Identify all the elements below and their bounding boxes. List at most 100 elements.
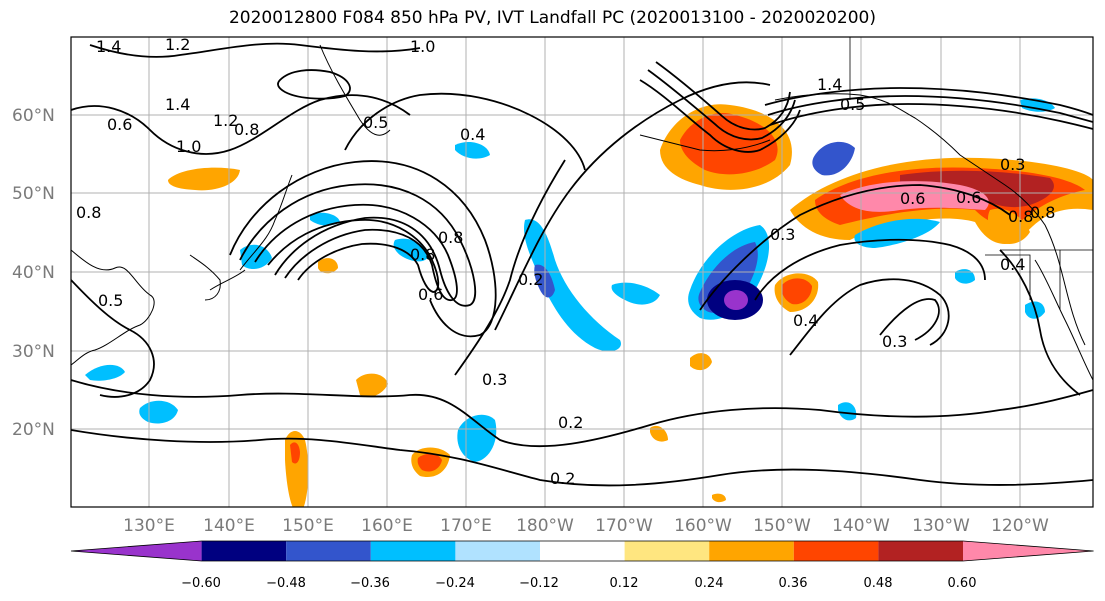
coast-kamchatka — [319, 44, 391, 136]
contour-label: 1.4 — [96, 37, 121, 56]
graticule — [71, 37, 1093, 507]
colorbar-segment — [71, 541, 202, 561]
shade-positive-mid — [356, 373, 388, 398]
contour-label: 0.6 — [956, 188, 981, 207]
contour-label: 1.0 — [176, 137, 201, 156]
shade-positive-small2 — [650, 425, 668, 442]
map-title: 2020012800 F084 850 hPa PV, IVT Landfall… — [228, 8, 876, 28]
contour-bering-3 — [655, 61, 791, 131]
contour-label: 0.4 — [460, 125, 485, 144]
contour-label: 0.5 — [98, 291, 123, 310]
contour-nw-4 — [344, 92, 586, 171]
contour-label: 0.3 — [770, 225, 795, 244]
coast-japan — [209, 174, 293, 291]
contour-east-3 — [789, 278, 950, 356]
contour-label: 0.6 — [900, 189, 925, 208]
contour-ridge-2 — [254, 203, 458, 301]
contour-jet-2 — [767, 95, 1093, 123]
colorbar-outline — [70, 540, 1094, 562]
contour-label: 0.4 — [1000, 255, 1025, 274]
colorbar-segment — [624, 541, 710, 561]
pv-contours — [71, 42, 1093, 487]
contour-label: 1.2 — [165, 35, 190, 54]
colorbar-segment — [286, 541, 371, 561]
contour-label: 0.8 — [1008, 207, 1033, 226]
contour-label: 0.6 — [107, 115, 132, 134]
shade-negative-east — [955, 269, 975, 284]
lat-label: 20°N — [12, 420, 55, 440]
shade-strong-east — [781, 278, 812, 305]
map-frame — [70, 36, 1094, 508]
contour-label: 1.2 — [213, 111, 238, 130]
contour-nw-1 — [71, 94, 411, 155]
contour-label: 0.2 — [550, 469, 575, 488]
shade-positive-small1 — [690, 353, 712, 371]
contour-label: 0.3 — [482, 370, 507, 389]
contour-label: 1.4 — [817, 75, 842, 94]
lon-label: 160°W — [674, 516, 732, 536]
shade-negative-sw — [85, 364, 125, 381]
contour-labels: 1.4 1.2 1.0 1.4 1.2 0.8 0.5 0.4 1.0 0.8 … — [76, 35, 1055, 488]
shade-negative-central-peak — [724, 290, 748, 310]
shade-strong-bering — [680, 112, 778, 175]
colorbar-tick-label: −0.24 — [435, 576, 475, 591]
contour-label: 1.4 — [165, 95, 190, 114]
colorbar-tick-label: −0.60 — [181, 576, 221, 591]
shade-negative-small1 — [838, 402, 857, 421]
map-content: 1.4 1.2 1.0 1.4 1.2 0.8 0.5 0.4 1.0 0.8 … — [71, 35, 1093, 507]
colorbar-tick-label: 0.24 — [695, 576, 724, 591]
coast-asia — [71, 249, 155, 366]
lon-label: 140°E — [203, 516, 255, 536]
contour-label: 0.2 — [518, 270, 543, 289]
coast-namerica — [1034, 259, 1093, 381]
colorbar-segment — [455, 541, 540, 561]
lon-label: 150°E — [282, 516, 334, 536]
shade-darkred-band-gulf — [900, 170, 1054, 208]
shade-negative-japan — [393, 238, 430, 262]
colorbar-tick-label: 0.60 — [948, 576, 977, 591]
contour-label: 0.3 — [882, 332, 907, 351]
lat-label: 30°N — [12, 342, 55, 362]
coast-alaska — [774, 93, 1086, 346]
contour-ridge-4 — [229, 160, 497, 338]
shade-negative-small2 — [310, 212, 340, 226]
contour-label: 0.8 — [1030, 203, 1055, 222]
contour-trough-2 — [454, 159, 566, 376]
colorbar-tick-label: −0.12 — [519, 576, 559, 591]
lon-label: 170°E — [440, 516, 492, 536]
shade-strong-subtrop — [417, 453, 442, 472]
lon-label: 120°W — [991, 516, 1049, 536]
lon-label: 130°W — [912, 516, 970, 536]
colorbar-segment — [878, 541, 963, 561]
shade-positive-small3 — [318, 258, 338, 274]
contour-label: 0.8 — [234, 120, 259, 139]
contour-label: 0.5 — [363, 113, 388, 132]
shade-negative-hawaii — [457, 414, 497, 462]
lon-label: 140°W — [832, 516, 890, 536]
lat-label: 40°N — [12, 263, 55, 283]
coast-aleutians — [639, 134, 771, 152]
colorbar-segment — [963, 541, 1094, 561]
coastlines — [71, 44, 1093, 381]
boundaries — [849, 37, 1093, 310]
contour-label: 1.0 — [410, 37, 435, 56]
colorbar-segments — [70, 540, 1094, 562]
lon-label: 130°E — [123, 516, 175, 536]
lon-labels: 130°E 140°E 150°E 160°E 170°E 180°W 170°… — [123, 516, 1049, 536]
lon-label: 150°W — [753, 516, 811, 536]
contour-label: 0.8 — [76, 203, 101, 222]
lat-label: 60°N — [12, 106, 55, 126]
colorbar-segment — [540, 541, 625, 561]
contour-ridge-3 — [267, 219, 440, 293]
contour-nw-3 — [277, 69, 351, 100]
contour-ridge-1 — [239, 183, 477, 307]
lon-label: 160°E — [361, 516, 413, 536]
contour-bering-1 — [639, 79, 801, 153]
contour-label: 0.5 — [840, 95, 865, 114]
shade-negative-north-bc — [812, 141, 855, 176]
colorbar-tick-label: 0.36 — [779, 576, 808, 591]
shade-positive-northwest — [168, 167, 240, 191]
shade-positive-small5 — [712, 493, 726, 503]
contour-ec-1 — [999, 249, 1081, 396]
